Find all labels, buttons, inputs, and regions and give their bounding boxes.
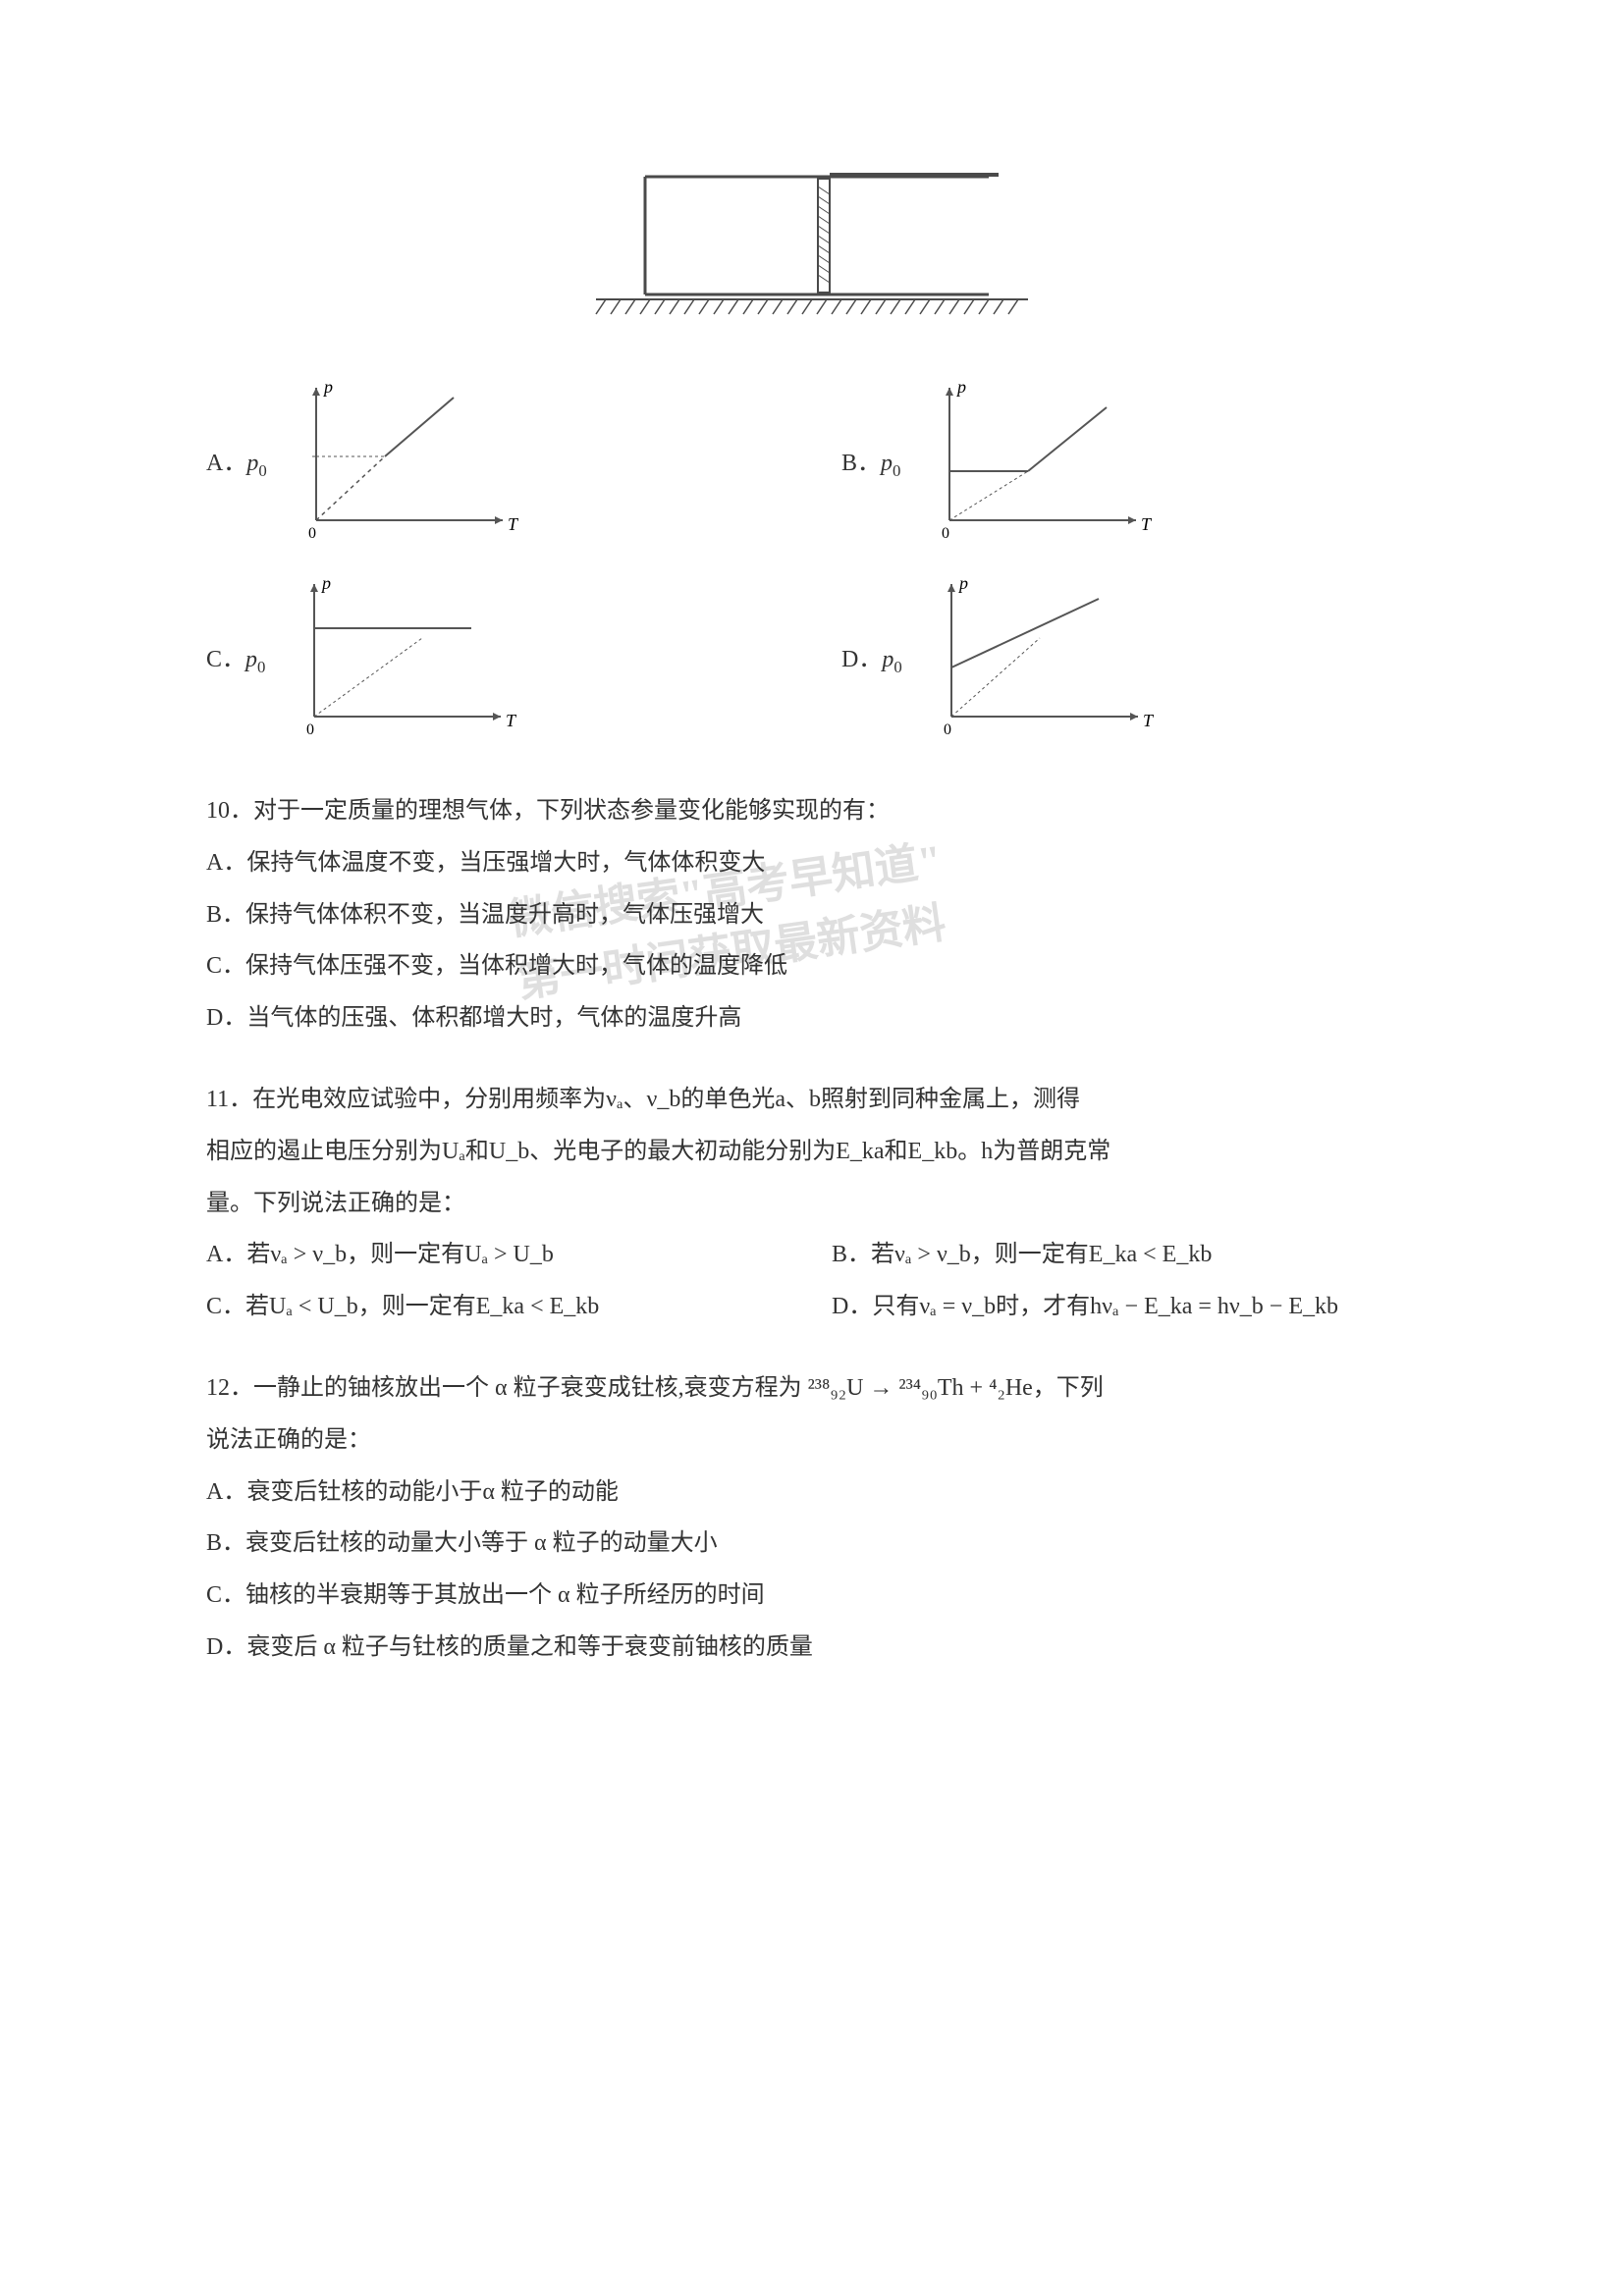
q11-stem2: 相应的遏止电压分别为Uₐ和U_b、光电子的最大初动能分别为E_ka和E_kb。h… xyxy=(206,1126,1418,1178)
q12-stem1: 12．一静止的铀核放出一个 α 粒子衰变成钍核,衰变方程为 ²³⁸₉₂U → ²… xyxy=(206,1362,1418,1415)
graph-c: T p 0 xyxy=(285,569,520,746)
svg-text:p: p xyxy=(320,573,331,593)
graph-c-label: C．p0 xyxy=(206,639,265,677)
graph-c-cell: C．p0 T p 0 xyxy=(206,569,783,746)
q12-a: A．衰变后钍核的动能小于α 粒子的动能 xyxy=(206,1467,1418,1519)
q10-stem: 10．对于一定质量的理想气体，下列状态参量变化能够实现的有： xyxy=(206,785,1418,837)
q10-b: B．保持气体体积不变，当温度升高时，气体压强增大 xyxy=(206,889,1418,941)
q10-c: C．保持气体压强不变，当体积增大时，气体的温度降低 xyxy=(206,940,1418,992)
graph-d-label: D．p0 xyxy=(841,639,902,677)
graph-grid: A．p0 T p 0 B．p0 xyxy=(206,373,1418,746)
question-11: 11．在光电效应试验中，分别用频率为νₐ、ν_b的单色光a、b照射到同种金属上，… xyxy=(206,1074,1418,1333)
q10-a: A．保持气体温度不变，当压强增大时，气体体积变大 xyxy=(206,837,1418,889)
graph-a-label: A．p0 xyxy=(206,443,267,481)
q12-d: D．衰变后 α 粒子与钍核的质量之和等于衰变前铀核的质量 xyxy=(206,1622,1418,1674)
svg-text:T: T xyxy=(508,514,519,534)
graph-b-cell: B．p0 T p 0 xyxy=(841,373,1418,550)
q12-b: B．衰变后钍核的动量大小等于 α 粒子的动量大小 xyxy=(206,1518,1418,1570)
graph-b-label: B．p0 xyxy=(841,443,900,481)
q11-c: C．若Uₐ < U_b，则一定有E_ka < E_kb xyxy=(206,1281,792,1333)
svg-text:p: p xyxy=(955,377,966,397)
graph-b: T p 0 xyxy=(920,373,1156,550)
q11-stem1: 11．在光电效应试验中，分别用频率为νₐ、ν_b的单色光a、b照射到同种金属上，… xyxy=(206,1074,1418,1126)
q12-c: C．铀核的半衰期等于其放出一个 α 粒子所经历的时间 xyxy=(206,1570,1418,1622)
graph-d-cell: D．p0 T p 0 xyxy=(841,569,1418,746)
q11-d: D．只有νₐ = ν_b时，才有hνₐ − E_ka = hν_b − E_kb xyxy=(832,1281,1418,1333)
q11-a: A．若νₐ > ν_b，则一定有Uₐ > U_b xyxy=(206,1229,792,1281)
q11-stem3: 量。下列说法正确的是： xyxy=(206,1178,1418,1230)
svg-text:0: 0 xyxy=(308,525,316,542)
cylinder-diagram xyxy=(206,147,1418,344)
q11-b: B．若νₐ > ν_b，则一定有E_ka < E_kb xyxy=(832,1229,1418,1281)
question-10: 10．对于一定质量的理想气体，下列状态参量变化能够实现的有： A．保持气体温度不… xyxy=(206,785,1418,1044)
svg-text:p: p xyxy=(322,377,333,397)
svg-text:T: T xyxy=(506,711,517,730)
svg-text:0: 0 xyxy=(306,721,314,738)
svg-text:T: T xyxy=(1141,514,1153,534)
cylinder-svg xyxy=(567,147,1057,344)
svg-text:T: T xyxy=(1143,711,1155,730)
svg-text:p: p xyxy=(957,573,968,593)
svg-text:0: 0 xyxy=(944,721,951,738)
svg-text:0: 0 xyxy=(942,525,949,542)
question-12: 12．一静止的铀核放出一个 α 粒子衰变成钍核,衰变方程为 ²³⁸₉₂U → ²… xyxy=(206,1362,1418,1674)
q12-stem2: 说法正确的是： xyxy=(206,1415,1418,1467)
graph-d: T p 0 xyxy=(922,569,1158,746)
graph-a: T p 0 xyxy=(287,373,522,550)
q10-d: D．当气体的压强、体积都增大时，气体的温度升高 xyxy=(206,992,1418,1044)
graph-a-cell: A．p0 T p 0 xyxy=(206,373,783,550)
